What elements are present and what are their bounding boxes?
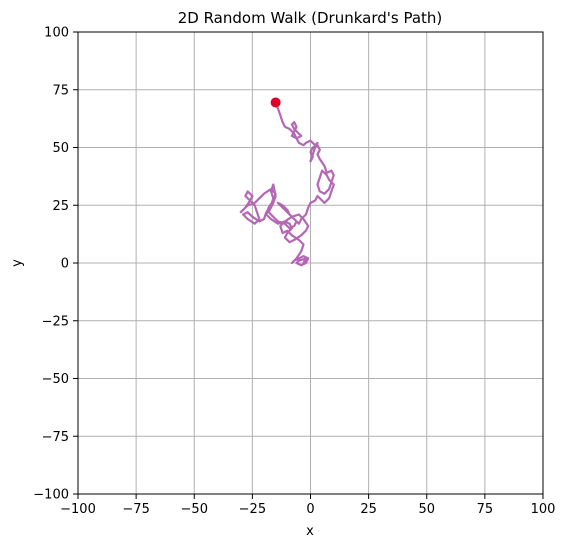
y-axis-label: y (10, 259, 25, 267)
y-tick-label: −25 (42, 314, 69, 329)
y-tick-label: −100 (33, 488, 69, 503)
y-tick-label: 0 (61, 257, 69, 272)
walk-path (239, 102, 335, 267)
x-tick-label: −75 (122, 502, 149, 517)
y-tick-label: 100 (44, 26, 69, 41)
x-tick-label: −25 (239, 502, 266, 517)
grid (77, 31, 544, 495)
y-tick-label: 75 (52, 83, 69, 98)
y-tick-label: 50 (52, 141, 69, 156)
x-tick-label: −50 (181, 502, 208, 517)
x-tick-label: −100 (60, 502, 96, 517)
end-point-marker (270, 97, 281, 108)
y-tick-label: 25 (52, 199, 69, 214)
x-tick-label: 75 (477, 502, 494, 517)
x-tick-label: 100 (531, 502, 556, 517)
y-tick-label: −50 (42, 372, 69, 387)
x-tick-label: 25 (360, 502, 377, 517)
x-tick-label: 0 (306, 502, 314, 517)
x-axis-label: x (306, 524, 314, 539)
ticks: −100 −75 −50 −25 0 25 50 75 100 −100 −75 −50 −25 0 25 5… (33, 26, 555, 518)
x-tick-label: 50 (418, 502, 435, 517)
chart-title: 2D Random Walk (Drunkard's Path) (178, 9, 443, 27)
walk-path-layer (239, 97, 335, 267)
y-tick-label: −75 (42, 430, 69, 445)
